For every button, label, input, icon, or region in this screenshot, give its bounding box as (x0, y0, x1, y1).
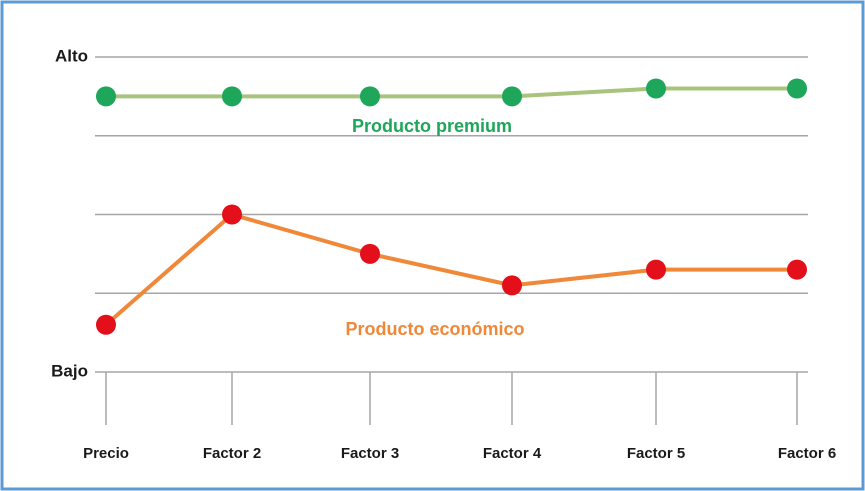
data-point (360, 86, 380, 107)
data-point (96, 86, 116, 107)
y-tick-label: Alto (55, 46, 88, 65)
x-tick-label: Factor 5 (627, 445, 685, 462)
data-point (502, 86, 522, 107)
x-tick-label: Factor 2 (203, 445, 261, 462)
y-tick-label: Bajo (51, 361, 88, 380)
series-line (106, 86, 797, 99)
data-point (646, 259, 666, 280)
x-tick-label: Factor 3 (341, 445, 399, 462)
x-tick-label: Factor 4 (483, 445, 542, 462)
data-point (96, 314, 116, 335)
data-point (502, 275, 522, 296)
x-tick-label: Factor 6 (778, 445, 836, 462)
data-point (646, 78, 666, 99)
series-line (104, 212, 797, 327)
data-point (787, 259, 807, 280)
series-label: Producto premium (352, 116, 512, 136)
data-point (222, 86, 242, 107)
data-point (787, 78, 807, 99)
data-point (360, 243, 380, 264)
data-point (222, 204, 242, 225)
x-tick-label: Precio (83, 445, 129, 462)
series-label: Producto económico (345, 319, 524, 339)
